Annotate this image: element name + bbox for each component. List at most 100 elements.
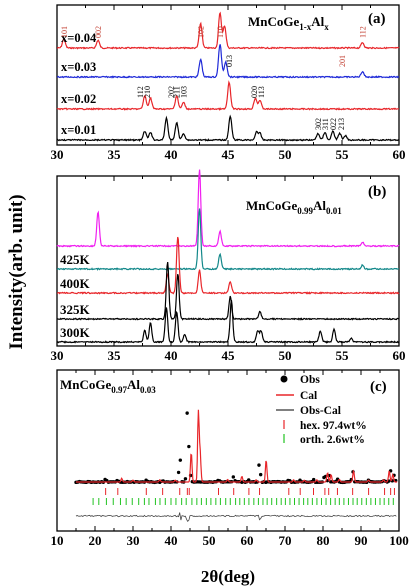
formula-mid: Al xyxy=(313,198,326,213)
plot-frame xyxy=(56,369,400,532)
series-label: 300K xyxy=(60,325,91,340)
x-tick-label: 55 xyxy=(336,147,350,162)
series-line-1 xyxy=(56,11,400,50)
series-label: 425K xyxy=(60,252,91,267)
x-tick-label: 55 xyxy=(336,348,350,363)
peak-index-label: 113 xyxy=(257,86,266,98)
formula-label: MnCoGe0.97Al0.03 xyxy=(60,377,156,395)
series-label: x=0.01 xyxy=(61,123,96,137)
obs-point xyxy=(231,475,236,479)
x-tick-label: 35 xyxy=(108,348,122,363)
peak-index-label: 302 xyxy=(314,118,323,130)
legend-entry: Obs xyxy=(300,374,320,386)
formula-sub2: x xyxy=(324,22,329,32)
panel-label: (c) xyxy=(370,379,387,395)
x-axis-label: 2θ(deg) xyxy=(201,567,255,586)
diff-line xyxy=(75,512,397,522)
formula-sub1: 0.99 xyxy=(297,206,313,216)
peak-index-label: 211 xyxy=(173,86,182,98)
series-label: 325K xyxy=(60,302,91,317)
x-tick-label: 45 xyxy=(222,147,236,162)
series-label: x=0.03 xyxy=(61,60,96,74)
x-tick-label: 10 xyxy=(51,533,64,548)
legend-entry: hex. 97.4wt% xyxy=(300,420,367,432)
panel-label: (a) xyxy=(368,11,386,27)
formula-mid: Al xyxy=(311,14,324,29)
x-tick-label: 40 xyxy=(165,348,178,363)
peak-index-label: 112 xyxy=(359,26,368,38)
obs-point xyxy=(257,463,261,467)
legend-entry: orth. 2.6wt% xyxy=(300,434,365,446)
formula-sub1: 0.97 xyxy=(111,385,127,395)
series-line-1 xyxy=(56,169,400,248)
peak-index-label: 202 xyxy=(167,86,176,98)
obs-point xyxy=(178,458,183,462)
panel-label: (b) xyxy=(368,184,386,200)
series-label: x=0.04 xyxy=(61,31,97,45)
x-tick-label: 60 xyxy=(393,348,406,363)
formula-sub2: 0.01 xyxy=(326,206,342,216)
peak-index-label: 020 xyxy=(250,86,259,98)
x-tick-label: 30 xyxy=(51,147,64,162)
peak-index-label: 201 xyxy=(338,55,347,67)
legend-entry: Obs-Cal xyxy=(300,405,341,417)
x-tick-label: 50 xyxy=(203,533,216,548)
panel-c: 10 20 30 40 50 60 70 80 90 100 Obs Cal Obs-Cal hex. 9… xyxy=(51,369,409,548)
series-line-5 xyxy=(56,299,400,344)
x-tick-label: 80 xyxy=(317,533,330,548)
formula-sub2: 0.03 xyxy=(140,385,156,395)
peak-index-label: 103 xyxy=(180,86,189,98)
peak-index-label: 102 xyxy=(197,26,206,38)
peak-index-label: 112 xyxy=(136,86,145,98)
x-tick-label: 100 xyxy=(389,533,409,548)
series-line-2 xyxy=(56,44,400,79)
peak-index-label: 002 xyxy=(94,26,103,38)
formula-label: MnCoGe0.99Al0.01 xyxy=(246,198,342,216)
formula-mid: Al xyxy=(127,377,140,392)
x-tick-label: 60 xyxy=(393,147,406,162)
legend: Obs Cal Obs-Cal hex. 97.4wt% orth. 2.6wt% xyxy=(276,374,367,446)
peak-index-label: 022 xyxy=(329,118,338,130)
series-line-2 xyxy=(56,208,400,271)
y-axis-label: Intensity(arb. unit) xyxy=(6,194,27,349)
obs-point xyxy=(183,477,188,481)
x-tick-label: 20 xyxy=(89,533,102,548)
obs-point xyxy=(258,472,263,477)
obs-point xyxy=(185,411,189,415)
legend-entry: Cal xyxy=(300,390,317,402)
peak-index-label: 210 xyxy=(143,86,152,98)
panel-b: 30 35 40 45 50 55 60 425K 400K 325K 300K MnCoGe0.99… xyxy=(51,169,406,363)
plot-frame xyxy=(56,175,400,347)
obs-point xyxy=(311,477,316,482)
series-line-4 xyxy=(56,262,399,321)
series-line-3 xyxy=(56,80,400,111)
x-tick-label: 60 xyxy=(241,533,254,548)
obs-point xyxy=(187,444,191,449)
x-tick-label: 30 xyxy=(51,348,64,363)
formula-label: MnCoGe1-xAlx xyxy=(248,14,329,32)
x-tick-label: 40 xyxy=(165,533,178,548)
x-tick-label: 90 xyxy=(355,533,368,548)
series-line-3 xyxy=(57,236,400,295)
x-tick-label: 35 xyxy=(108,147,122,162)
x-tick-label: 45 xyxy=(222,348,236,363)
formula-sub1: 1-x xyxy=(299,22,311,32)
formula-base: MnCoGe xyxy=(246,198,298,213)
series-label: 400K xyxy=(60,276,91,291)
series-label: x=0.02 xyxy=(61,92,96,106)
panel-a: 30 35 40 45 50 55 60 x=0.04 x=0.03 x=0.02 x=0.01 10… xyxy=(51,4,406,162)
obs-point xyxy=(176,470,181,475)
legend-obs-marker xyxy=(280,375,288,383)
peak-index-label: 013 xyxy=(225,55,234,67)
peak-index-label: 311 xyxy=(321,118,330,130)
x-tick-label: 30 xyxy=(127,533,140,548)
series-line-4 xyxy=(56,114,400,142)
peak-index-label: 101 xyxy=(60,26,69,38)
formula-base: MnCoGe xyxy=(248,14,300,29)
peak-index-label: 213 xyxy=(337,118,346,130)
x-tick-label: 50 xyxy=(279,348,292,363)
calc-line xyxy=(76,409,398,483)
peak-index-label: 110 xyxy=(216,26,225,38)
x-tick-label: 40 xyxy=(165,147,178,162)
